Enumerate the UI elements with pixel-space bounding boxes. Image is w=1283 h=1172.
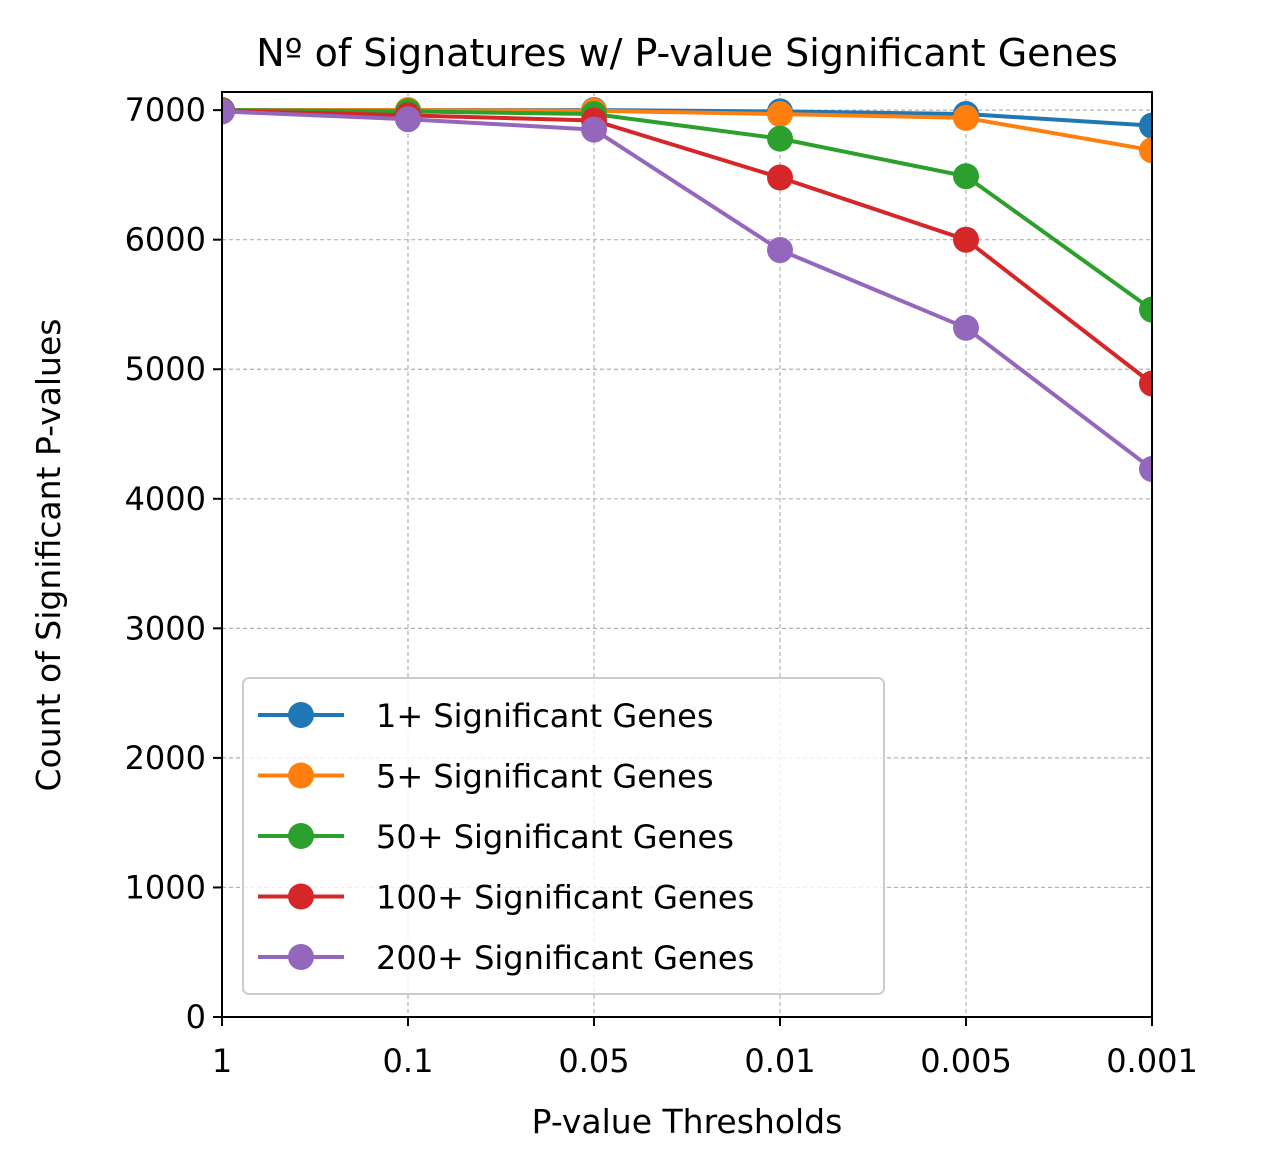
data-point <box>953 163 979 190</box>
chart-title: Nº of Signatures w/ P-value Significant … <box>256 31 1118 75</box>
legend-marker <box>288 883 314 910</box>
y-tick-label: 4000 <box>125 480 206 518</box>
data-point <box>953 226 979 253</box>
legend-entry: 100+ Significant Genes <box>258 879 754 917</box>
data-point <box>767 125 793 152</box>
y-tick-label: 7000 <box>125 91 206 129</box>
y-tick-label: 5000 <box>125 350 206 388</box>
data-point <box>1139 455 1152 482</box>
legend-label: 50+ Significant Genes <box>376 818 734 856</box>
series-group <box>222 97 1152 482</box>
legend-entry: 200+ Significant Genes <box>258 939 754 977</box>
data-point <box>767 237 793 264</box>
data-point <box>581 116 607 143</box>
x-axis: 1 0.1 0.05 0.01 0.005 0.001 <box>212 1017 1198 1080</box>
legend-marker <box>288 702 314 728</box>
y-tick-label: 2000 <box>125 739 206 777</box>
x-tick-label: 0.1 <box>383 1042 434 1080</box>
x-axis-label: P-value Thresholds <box>532 1102 843 1141</box>
legend-entry: 5+ Significant Genes <box>258 758 714 796</box>
data-point <box>1139 137 1152 164</box>
legend-label: 100+ Significant Genes <box>376 879 754 917</box>
legend-label: 200+ Significant Genes <box>376 939 754 977</box>
series-line <box>222 108 1152 386</box>
plot-frame <box>221 91 1153 1018</box>
legend-label: 1+ Significant Genes <box>376 697 714 735</box>
legend-marker <box>288 762 314 789</box>
y-tick-label: 6000 <box>125 221 206 259</box>
y-axis-label: Count of Significant P-values <box>29 319 68 792</box>
series-3 <box>222 97 1152 323</box>
y-tick-label: 3000 <box>125 609 206 647</box>
legend-marker <box>288 823 314 849</box>
legend-box <box>242 677 885 995</box>
data-point <box>222 98 235 125</box>
data-point <box>767 164 793 191</box>
data-point <box>395 106 421 133</box>
series-line <box>222 109 1152 471</box>
series-line <box>222 108 1152 312</box>
x-tick-label: 0.05 <box>558 1042 629 1080</box>
data-point <box>953 314 979 341</box>
x-tick-label: 0.001 <box>1106 1042 1198 1080</box>
legend-marker <box>288 944 314 970</box>
data-point <box>1139 370 1152 397</box>
data-point <box>953 104 979 131</box>
data-point <box>767 101 793 128</box>
x-tick-label: 1 <box>212 1042 232 1080</box>
legend-label: 5+ Significant Genes <box>376 758 714 796</box>
series-4 <box>222 97 1152 397</box>
x-tick-label: 0.01 <box>744 1042 815 1080</box>
y-axis: 0 1000 2000 3000 4000 5000 6000 7000 <box>125 91 222 1036</box>
y-tick-label: 0 <box>186 998 206 1036</box>
data-point <box>1139 112 1152 139</box>
legend: 1+ Significant Genes 5+ Significant Genes… <box>242 677 885 995</box>
x-tick-label: 0.005 <box>920 1042 1012 1080</box>
data-point <box>1139 296 1152 323</box>
legend-entry: 50+ Significant Genes <box>258 818 734 856</box>
legend-entry: 1+ Significant Genes <box>258 697 714 735</box>
series-2 <box>222 97 1152 164</box>
y-tick-label: 1000 <box>125 868 206 906</box>
series-5 <box>222 98 1152 482</box>
